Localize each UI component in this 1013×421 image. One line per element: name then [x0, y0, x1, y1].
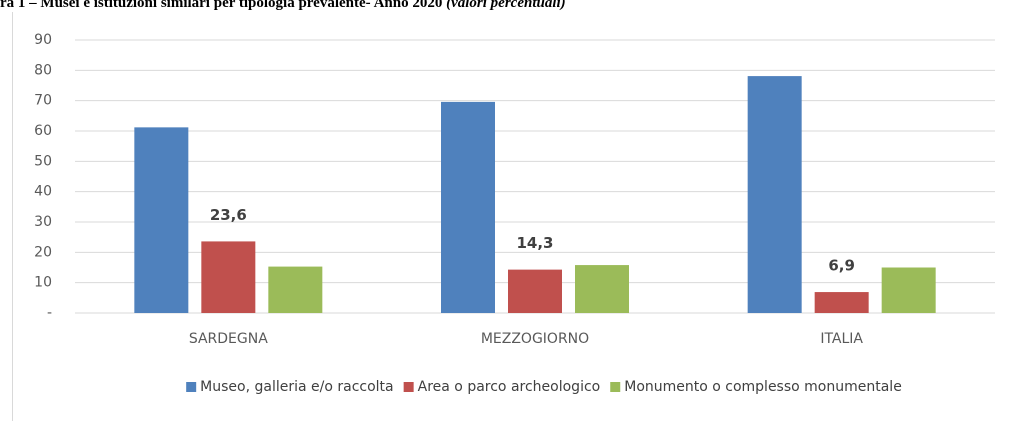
y-tick-label: 10 [34, 275, 52, 291]
y-tick-label: 90 [34, 32, 52, 48]
x-tick-label: SARDEGNA [189, 331, 268, 347]
legend-label: Monumento o complesso monumentale [624, 379, 902, 395]
title-note: (valori percentuali) [446, 0, 566, 11]
bar [134, 127, 189, 313]
legend-label: Museo, galleria e/o raccolta [200, 379, 393, 395]
y-tick-label: 70 [34, 93, 52, 109]
bar [508, 269, 562, 313]
bar [268, 266, 323, 313]
y-tick-label: 60 [34, 123, 52, 139]
y-tick-label: - [47, 305, 52, 321]
bar [814, 292, 869, 313]
bar [747, 76, 802, 313]
bar [201, 241, 256, 313]
y-tick-label: 20 [34, 244, 52, 260]
chart-title: ra 1 – Musei e istituzioni similari per … [0, 0, 566, 11]
data-label: 23,6 [210, 206, 247, 224]
title-main: ra 1 – Musei e istituzioni similari per … [0, 0, 442, 11]
x-tick-label: ITALIA [820, 331, 863, 347]
data-label: 6,9 [828, 257, 855, 275]
data-label: 14,3 [516, 234, 553, 252]
y-tick-label: 50 [34, 153, 52, 169]
legend-label: Area o parco archeologico [418, 379, 601, 395]
legend-swatch [610, 382, 621, 392]
bar [881, 267, 936, 313]
y-tick-label: 30 [34, 214, 52, 230]
bar [575, 265, 629, 313]
y-tick-label: 40 [34, 184, 52, 200]
x-tick-label: MEZZOGIORNO [481, 331, 589, 347]
legend-swatch [403, 382, 414, 392]
bar [441, 101, 495, 313]
legend-swatch [186, 382, 197, 392]
y-tick-label: 80 [34, 62, 52, 78]
